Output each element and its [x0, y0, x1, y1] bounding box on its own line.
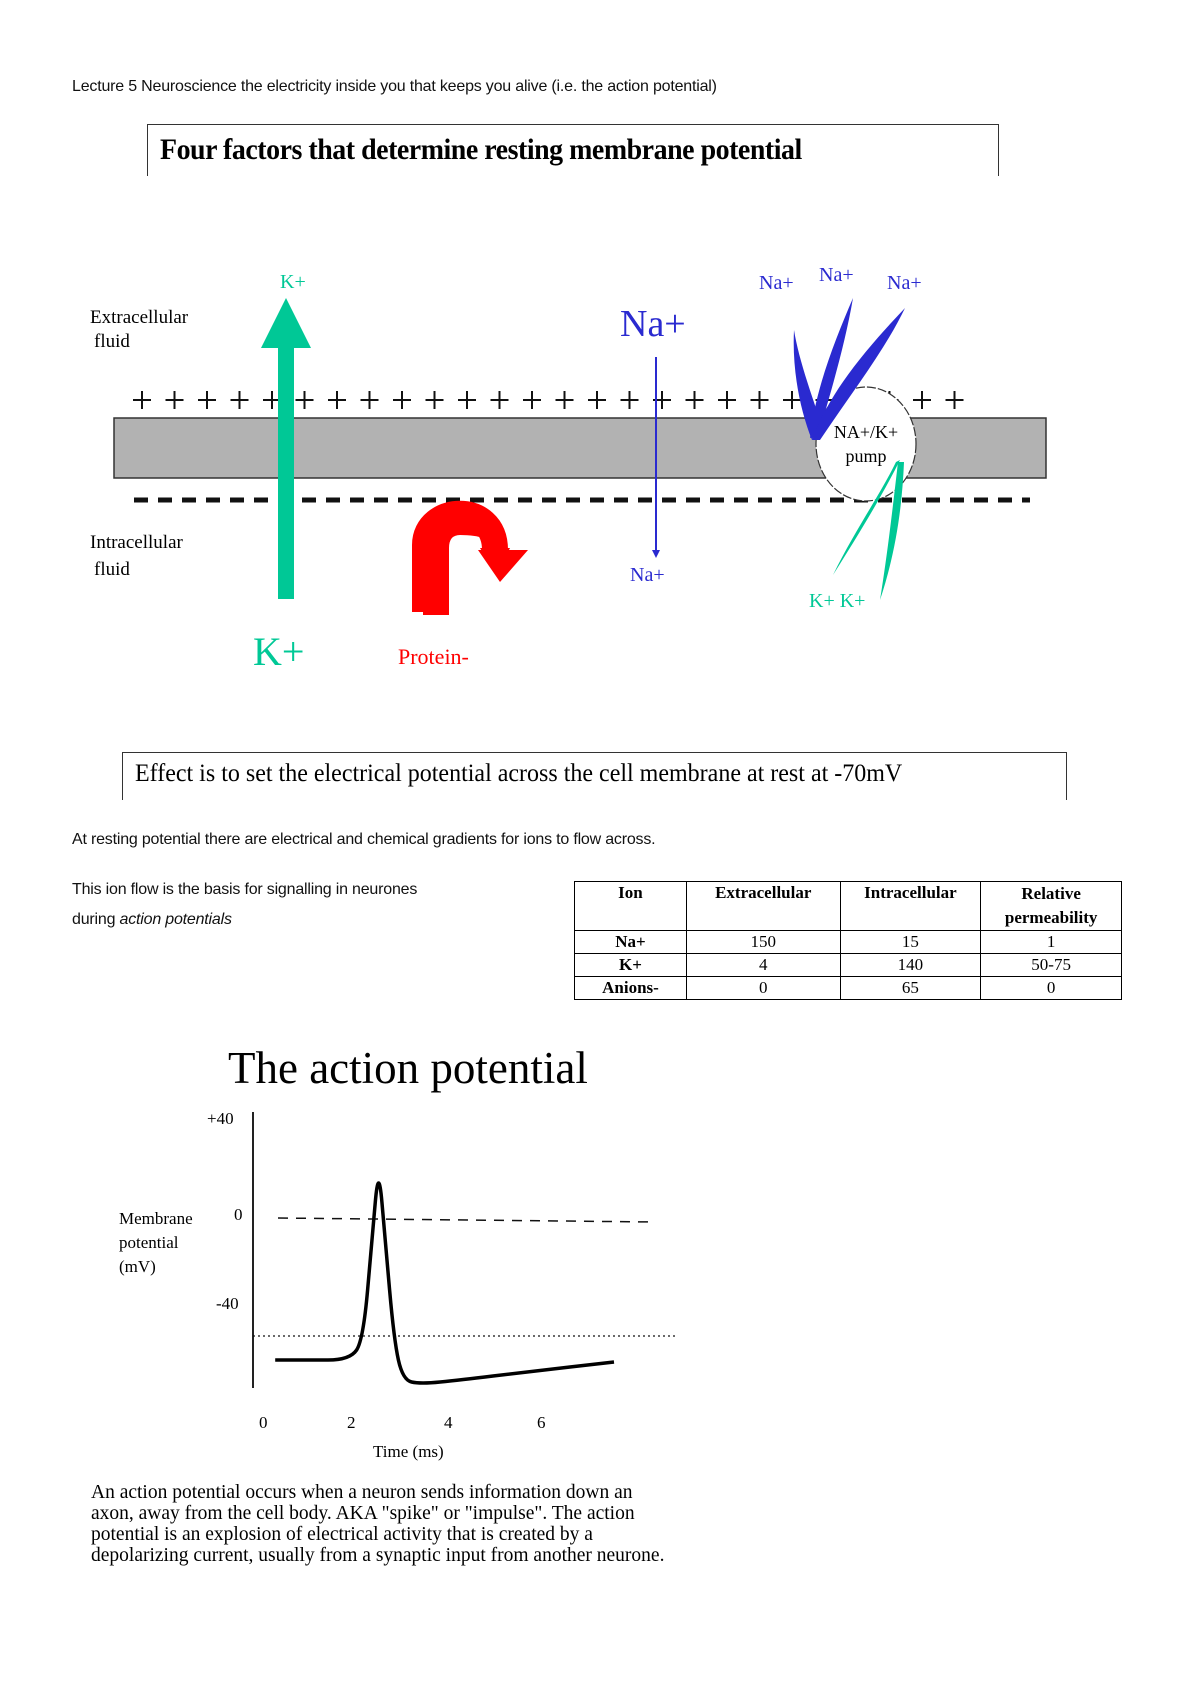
extracellular-cell: 4	[685, 953, 841, 977]
intracellular-label: Intracellular fluid	[90, 532, 183, 580]
ion-name-cell: Na+	[574, 930, 687, 954]
membrane-diagram-graphic	[113, 298, 1047, 615]
column-header: Extracellular	[685, 881, 841, 931]
positive-charges-row	[133, 391, 964, 409]
gradients-paragraph: At resting potential there are electrica…	[72, 831, 656, 848]
pump-potassium-label: K+ K+	[809, 590, 866, 612]
table-row: Na+ 150 15 1	[574, 930, 1122, 954]
effect-box: Effect is to set the electrical potentia…	[122, 752, 1067, 800]
membrane-figure-title: Four factors that determine resting memb…	[160, 133, 802, 166]
permeability-cell: 0	[980, 976, 1122, 1000]
protein-label: Protein-	[398, 644, 469, 669]
pump-sodium-arrows-icon	[793, 298, 905, 440]
extracellular-cell: 150	[685, 930, 841, 954]
x-tick-label: 2	[347, 1413, 356, 1432]
ion-name-cell: Anions-	[574, 976, 687, 1000]
sodium-influx-arrow-icon	[652, 357, 660, 558]
pump-sodium-label-1: Na+	[759, 272, 794, 294]
table-header-row: Ion Extracellular Intracellular Relative…	[574, 881, 1122, 931]
membrane-potential-trace	[275, 1181, 615, 1385]
y-tick-label: 0	[234, 1205, 243, 1224]
action-potential-caption: An action potential occurs when a neuron…	[91, 1482, 665, 1566]
intracellular-cell: 140	[839, 953, 982, 977]
ion-name-cell: K+	[574, 953, 687, 977]
pump-label: NA+/K+ pump	[833, 422, 899, 466]
column-header: Relative permeability	[980, 881, 1122, 931]
pump-sodium-label-2: Na+	[819, 264, 854, 286]
table-row: K+ 4 140 50-75	[574, 953, 1122, 977]
table-row: Anions- 0 65 0	[574, 976, 1122, 1000]
pump-sodium-label-3: Na+	[887, 272, 922, 294]
x-tick-label: 0	[259, 1413, 268, 1432]
permeability-cell: 1	[980, 930, 1122, 954]
sodium-top-label: Na+	[620, 303, 686, 345]
y-axis-label: Membrane potential (mV)	[119, 1209, 193, 1276]
y-tick-label: -40	[216, 1294, 239, 1313]
membrane-diagram: Extracellular fluid Intracellular fluid …	[0, 0, 1200, 700]
column-header: Intracellular	[839, 881, 982, 931]
potassium-top-label: K+	[280, 271, 306, 293]
chart-title: The action potential	[228, 1043, 588, 1093]
membrane-figure-title-box: Four factors that determine resting memb…	[147, 124, 999, 176]
permeability-cell: 50-75	[980, 953, 1122, 977]
potassium-efflux-arrow-icon	[261, 298, 311, 599]
intracellular-cell: 65	[839, 976, 982, 1000]
ion-flow-paragraph: This ion flow is the basis for signallin…	[72, 881, 418, 928]
effect-text: Effect is to set the electrical potentia…	[135, 760, 903, 787]
potassium-bottom-label: K+	[253, 629, 305, 674]
protein-turnaround-arrow-icon	[412, 500, 528, 615]
column-header: Ion	[574, 881, 687, 931]
x-tick-label: 6	[537, 1413, 546, 1432]
pump-potassium-arrows-icon	[833, 460, 904, 600]
x-axis-label: Time (ms)	[373, 1442, 444, 1461]
extracellular-label: Extracellular fluid	[90, 307, 189, 352]
x-tick-label: 4	[444, 1413, 453, 1432]
extracellular-cell: 0	[685, 976, 841, 1000]
lecture-title: Lecture 5 Neuroscience the electricity i…	[72, 78, 717, 95]
sodium-bottom-label: Na+	[630, 564, 665, 586]
y-tick-label: +40	[207, 1109, 234, 1128]
zero-reference-line	[277, 1217, 656, 1223]
intracellular-cell: 15	[839, 930, 982, 954]
ion-concentration-table: Ion Extracellular Intracellular Relative…	[574, 881, 1122, 1000]
